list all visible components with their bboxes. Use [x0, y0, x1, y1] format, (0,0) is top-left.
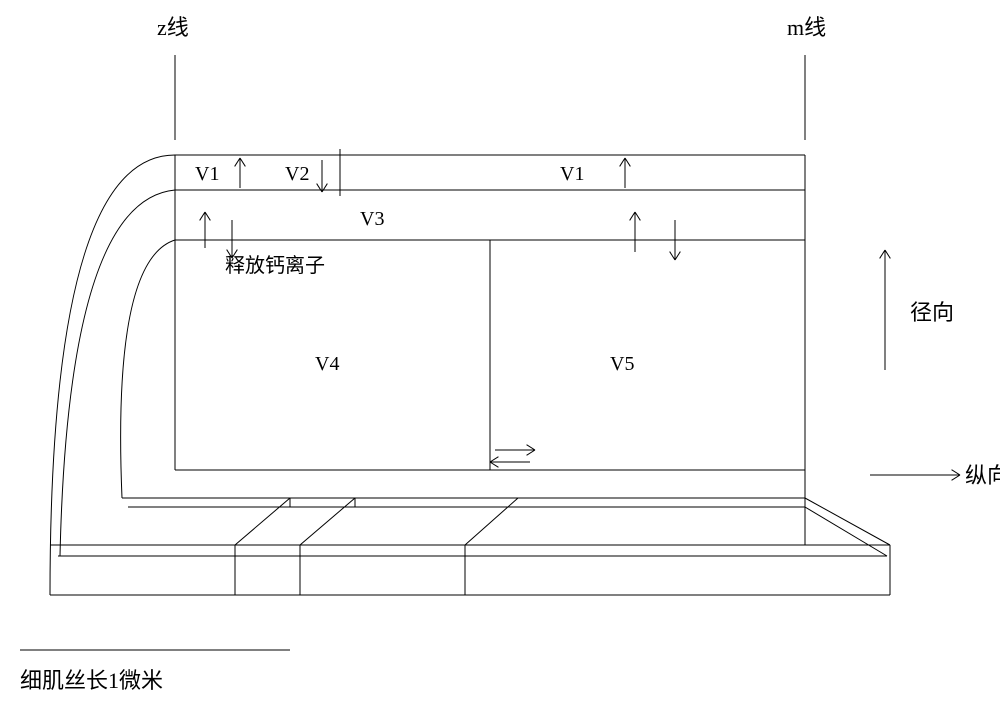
v1-right-label: V1 [560, 163, 584, 185]
left-outer-curve [50, 155, 175, 595]
z-line-label: z线 [157, 15, 189, 40]
v1-left-label: V1 [195, 163, 219, 185]
m-line-label: m线 [787, 15, 826, 40]
v4-label: V4 [315, 353, 339, 375]
v3-label: V3 [360, 208, 384, 230]
v2-label: V2 [285, 163, 309, 185]
radial-label: 径向 [910, 300, 954, 325]
scale-label: 细肌丝长1微米 [20, 668, 163, 693]
left-inner-curve [121, 240, 175, 498]
longitudinal-label: 纵向 [965, 463, 1000, 488]
v5-label: V5 [610, 353, 634, 375]
left-mid-curve [60, 190, 175, 556]
calcium-label: 释放钙离子 [225, 254, 325, 277]
